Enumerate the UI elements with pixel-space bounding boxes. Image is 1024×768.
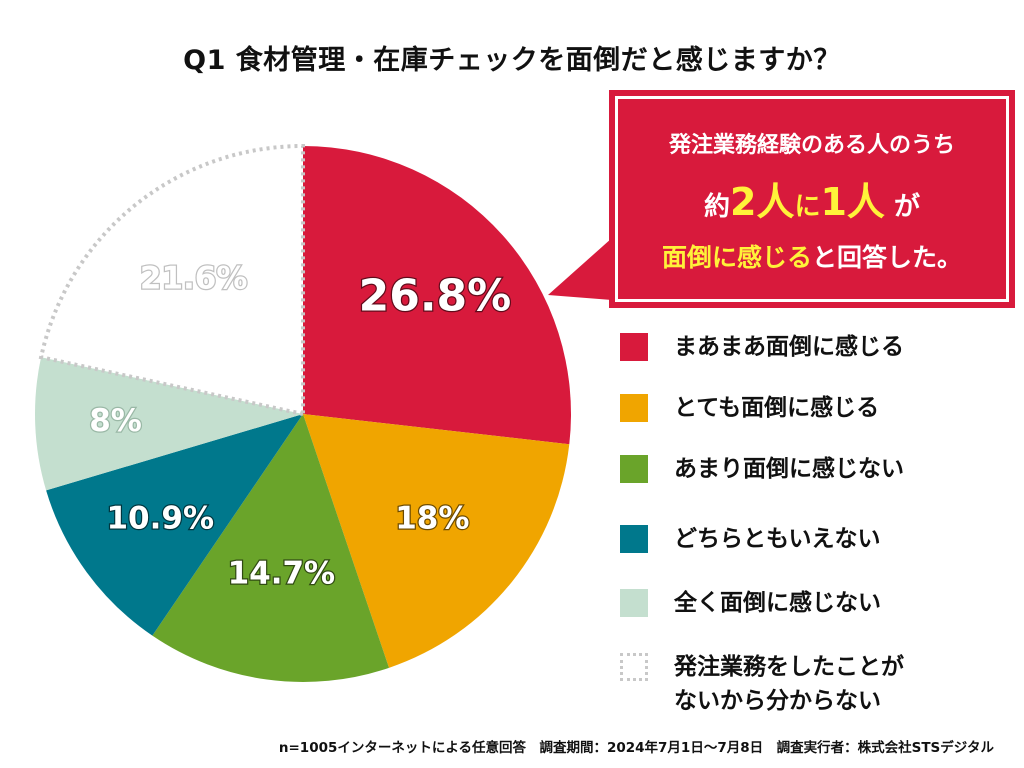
legend-label-line: どちらともいえない	[674, 526, 881, 552]
callout-highlight-phrase: 面倒に感じる	[661, 243, 812, 272]
callout-box: 発注業務経験のある人のうち 約2人に1人 が 面倒に感じると回答した。	[609, 90, 1015, 308]
callout-line3: 面倒に感じると回答した。	[618, 238, 1006, 274]
pie-slice-5	[35, 357, 304, 491]
legend-label-line: あまり面倒に感じない	[674, 456, 904, 482]
legend-item-6: 発注業務をしたことが ないから分からない	[620, 653, 1020, 718]
callout-line1: 発注業務経験のある人のうち	[668, 133, 955, 158]
legend-swatch-4	[620, 525, 648, 553]
legend-label-line: 全く面倒に感じない	[674, 590, 881, 616]
legend-item-2: とても面倒に感じる	[620, 394, 1020, 425]
legend-label-3: あまり面倒に感じない	[674, 452, 904, 486]
legend-item-3: あまり面倒に感じない	[620, 455, 1020, 486]
pie-label-5: 8%	[89, 403, 142, 439]
legend-label-line: 発注業務をしたことが	[674, 654, 904, 680]
callout-approx: 約	[703, 192, 730, 222]
pie-label-2: 18%	[395, 500, 469, 536]
legend-label-2: とても面倒に感じる	[674, 391, 879, 425]
pie-slice-6	[38, 143, 305, 417]
pie-slice-1	[303, 146, 571, 445]
pie-slice-3	[152, 414, 390, 682]
legend-label-line: まあまあ面倒に感じる	[674, 334, 904, 360]
pie-label-1: 26.8%	[359, 271, 512, 322]
legend-label-5: 全く面倒に感じない	[674, 586, 881, 620]
callout-line2: 約2人に1人 が	[618, 171, 1006, 226]
legend-swatch-6	[620, 653, 648, 681]
legend-item-5: 全く面倒に感じない	[620, 589, 1020, 620]
callout-highlight-2: 2人	[730, 180, 795, 224]
callout-ni: に	[794, 192, 821, 222]
legend-label-6: 発注業務をしたことが ないから分からない	[674, 650, 904, 718]
pie-slice-4	[46, 414, 304, 636]
legend-label-line: ないから分からない	[674, 688, 881, 714]
callout-border: 発注業務経験のある人のうち 約2人に1人 が 面倒に感じると回答した。	[615, 96, 1009, 302]
legend-swatch-5	[620, 589, 648, 617]
pie-label-3: 14.7%	[228, 555, 336, 591]
legend-label-1: まあまあ面倒に感じる	[674, 330, 904, 364]
legend-item-1: まあまあ面倒に感じる	[620, 333, 1020, 364]
footer-note: n=1005インターネットによる任意回答 調査期間：2024年7月1日～7月8日…	[278, 740, 994, 756]
callout-ga: が	[893, 192, 920, 222]
legend-swatch-3	[620, 455, 648, 483]
legend-item-4: どちらともいえない	[620, 525, 1020, 556]
legend-label-line: とても面倒に感じる	[674, 395, 880, 421]
chart-title: Q1 食材管理・在庫チェックを面倒だと感じますか？	[183, 45, 841, 76]
legend-label-4: どちらともいえない	[674, 522, 881, 556]
callout-highlight-1: 1人	[820, 180, 885, 224]
pie-slice-2	[303, 414, 570, 668]
callout-rest: と回答した。	[812, 243, 963, 272]
pie-label-4: 10.9%	[106, 500, 214, 536]
pie-label-6: 21.6%	[140, 260, 248, 296]
legend-swatch-2	[620, 394, 648, 422]
legend-swatch-1	[620, 333, 648, 361]
callout-pointer	[548, 238, 612, 300]
